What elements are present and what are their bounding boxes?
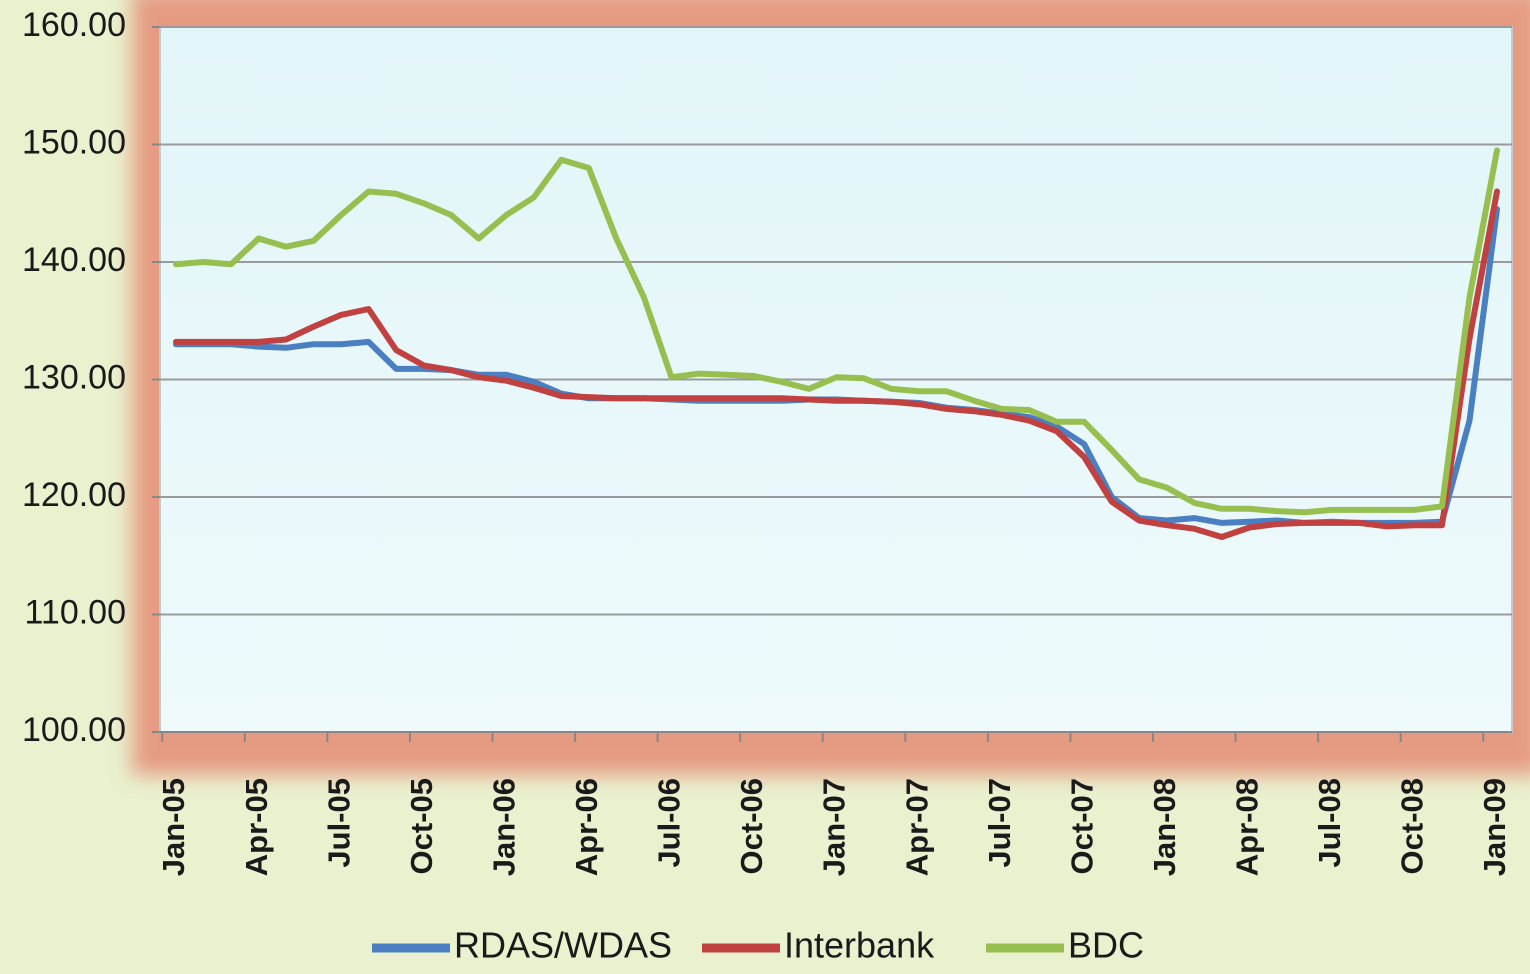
x-tick-label: Oct-07: [1064, 778, 1099, 874]
x-tick-label: Jul-06: [652, 778, 687, 868]
x-tick-label: Jan-07: [817, 778, 852, 876]
y-tick-label: 160.00: [22, 6, 126, 44]
legend-label: Interbank: [784, 925, 935, 966]
y-tick-label: 100.00: [22, 711, 126, 749]
x-tick-label: Jul-05: [321, 778, 356, 868]
y-tick-label: 120.00: [22, 476, 126, 514]
x-tick-label: Jan-09: [1477, 778, 1512, 876]
series-line: [173, 188, 1500, 540]
y-tick-label: 140.00: [22, 241, 126, 279]
x-tick-label: Oct-08: [1395, 778, 1430, 874]
series-line: [173, 147, 1500, 516]
legend-label: BDC: [1068, 925, 1144, 966]
x-tick-label: Apr-05: [239, 778, 274, 876]
x-tick-label: Oct-05: [404, 778, 439, 874]
y-tick-label: 110.00: [25, 593, 126, 631]
legend: RDAS/WDAS Interbank BDC: [372, 925, 1144, 966]
x-tick-label: Apr-08: [1230, 778, 1265, 876]
x-tick-label: Jan-08: [1147, 778, 1182, 876]
x-tick-label: Jul-07: [982, 778, 1017, 868]
y-tick-label: 150.00: [22, 123, 126, 161]
x-tick-label: Apr-06: [569, 778, 604, 876]
y-tick-label: 130.00: [22, 358, 126, 396]
legend-label: RDAS/WDAS: [454, 925, 672, 966]
lines: [173, 147, 1500, 540]
x-tick-label: Jul-08: [1312, 778, 1347, 868]
x-tick-label: Jan-06: [486, 778, 521, 876]
x-tick-label: Oct-06: [734, 778, 769, 874]
x-tick-label: Jan-05: [156, 778, 191, 876]
x-tick-label: Apr-07: [899, 778, 934, 876]
